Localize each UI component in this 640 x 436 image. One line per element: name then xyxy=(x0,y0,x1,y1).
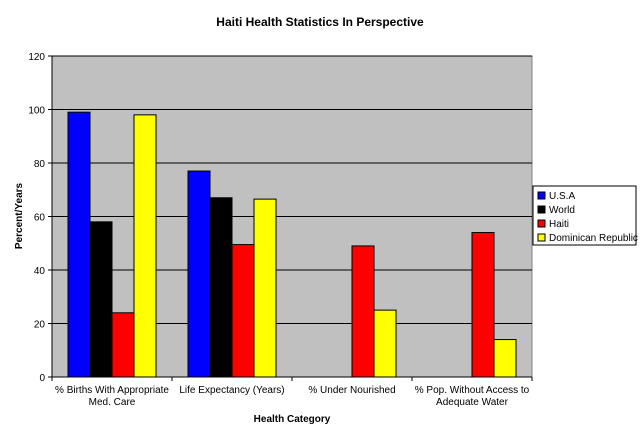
y-tick-label: 20 xyxy=(34,320,46,331)
bar-haiti xyxy=(231,244,255,378)
chart-title: Haiti Health Statistics In Perspective xyxy=(216,15,424,29)
y-tick-label: 120 xyxy=(28,52,45,63)
legend-label: World xyxy=(549,205,575,216)
x-category-label: % Pop. Without Access to Adequate Water xyxy=(415,385,530,408)
bar-dominican-republic xyxy=(253,198,277,378)
legend-label: U.S.A xyxy=(549,191,575,202)
y-axis-title: Percent/Years xyxy=(14,182,25,249)
legend-swatch xyxy=(537,233,546,242)
x-category-label: % Under Nourished xyxy=(308,385,395,396)
bar-dominican-republic xyxy=(493,339,517,378)
bar-u-s-a xyxy=(67,111,91,378)
y-tick-label: 40 xyxy=(34,266,46,277)
bar-haiti xyxy=(351,245,375,378)
legend-label: Dominican Republic xyxy=(549,233,638,244)
x-axis: % Births With Appropriate Med. Care Life E… xyxy=(51,377,533,408)
legend-swatch xyxy=(537,191,546,200)
bar-world xyxy=(209,197,233,378)
legend-box xyxy=(532,185,637,246)
y-tick-label: 100 xyxy=(28,106,45,117)
x-category-label: Life Expectancy (Years) xyxy=(179,385,284,396)
legend-swatch xyxy=(537,205,546,214)
legend: U.S.A World Haiti Dominican Republic xyxy=(532,185,638,246)
bars xyxy=(67,111,517,378)
bar-haiti xyxy=(111,312,135,378)
bar-u-s-a xyxy=(187,170,211,378)
y-axis: 0 20 40 60 80 100 120 xyxy=(28,52,52,384)
y-tick-label: 80 xyxy=(34,159,46,170)
y-tick-label: 60 xyxy=(34,213,46,224)
x-axis-title: Health Category xyxy=(254,414,331,425)
legend-label: Haiti xyxy=(549,219,569,230)
bar-haiti xyxy=(471,232,495,378)
y-tick-label: 0 xyxy=(39,373,45,384)
bar-dominican-republic xyxy=(133,114,157,378)
legend-swatch xyxy=(537,219,546,228)
x-category-label: % Births With Appropriate Med. Care xyxy=(55,385,169,408)
bar-world xyxy=(89,221,113,378)
bar-dominican-republic xyxy=(373,309,397,378)
